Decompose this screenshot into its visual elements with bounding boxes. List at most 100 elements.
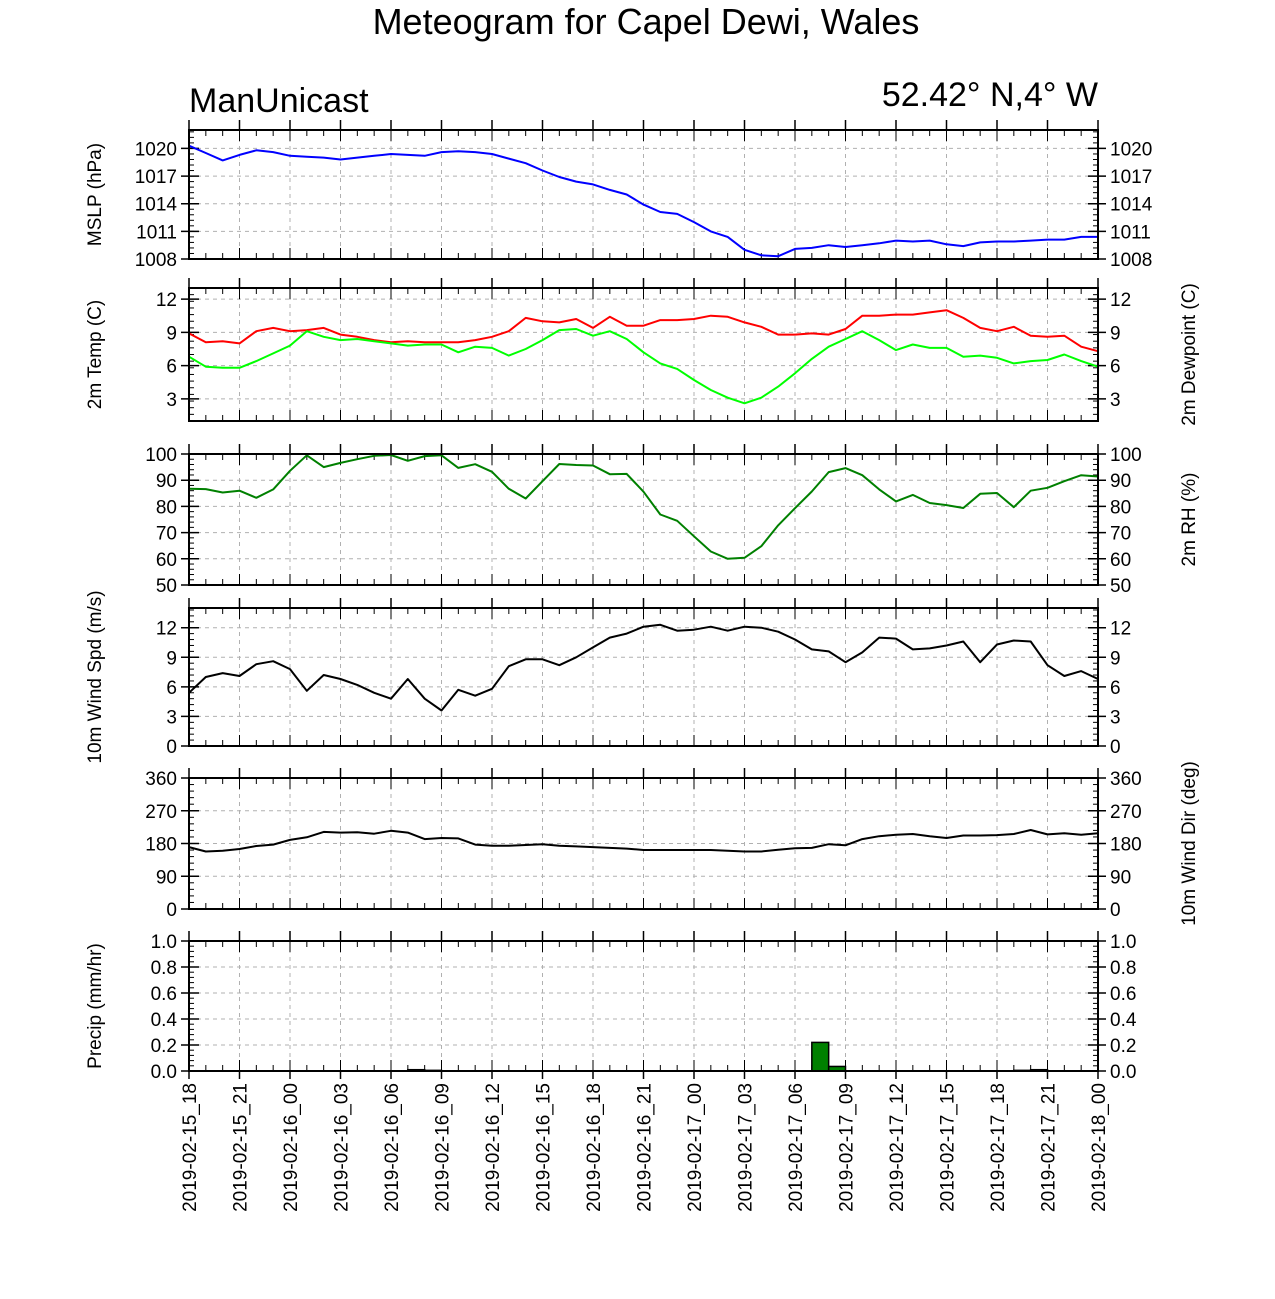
- y-tick-label: 0: [166, 900, 177, 921]
- y-tick-label-right: 9: [1110, 648, 1121, 669]
- panel-frame: [188, 129, 1099, 260]
- y-tick-label: 1014: [135, 195, 178, 216]
- y-tick-label-right: 12: [1110, 290, 1131, 311]
- panel-relative_humidity: 50 50 60 60 70 70 80 80 90 90 100 100 2m RH (%): [145, 444, 1200, 597]
- y-tick-label-right: 6: [1110, 357, 1121, 378]
- y-tick-label: 1020: [135, 139, 177, 160]
- y-tick-label: 12: [156, 619, 177, 640]
- y-tick-label: 6: [166, 678, 177, 699]
- y-tick-label-right: 80: [1110, 497, 1131, 518]
- y-tick-label: 9: [166, 648, 177, 669]
- y-tick-label: 1011: [136, 222, 177, 243]
- panel-wind_direction: 0 0 90 90 180 180 270 270 360 360 10m Wind Dir (de…: [145, 761, 1200, 926]
- y-tick-label: 0: [166, 737, 177, 758]
- x-tick-label: 2019-02-17_12: [887, 1083, 908, 1212]
- x-tick-label: 2019-02-15_21: [231, 1083, 252, 1212]
- y-tick-label: 360: [145, 769, 177, 790]
- y-tick-label-right: 1014: [1110, 195, 1153, 216]
- y-axis-title: 10m Wind Spd (m/s): [85, 590, 106, 763]
- panel-frame: [188, 287, 1099, 422]
- y-axis-title: Precip (mm/hr): [85, 943, 106, 1069]
- x-tick-label: 2019-02-17_03: [736, 1083, 757, 1212]
- y-tick-label-right: 50: [1110, 576, 1131, 597]
- model-label: ManUnicast: [189, 82, 369, 120]
- x-tick-label: 2019-02-16_18: [584, 1083, 605, 1212]
- y-tick-label: 90: [156, 471, 177, 492]
- y-tick-label-right: 0: [1110, 900, 1121, 921]
- series-line-temperature-0: [188, 309, 1099, 353]
- y-tick-label: 0.0: [151, 1062, 177, 1083]
- y-tick-label: 90: [156, 867, 177, 888]
- y-tick-label-right: 360: [1110, 769, 1142, 790]
- series-line-relative_humidity-0: [188, 454, 1099, 560]
- y-axis-title: 2m Temp (C): [85, 300, 106, 409]
- y-tick-label: 12: [156, 290, 177, 311]
- y-tick-label: 0.2: [151, 1036, 177, 1057]
- y-tick-label-right: 100: [1110, 445, 1142, 466]
- y-tick-label-right: 3: [1110, 390, 1121, 411]
- y-tick-label: 3: [166, 707, 177, 728]
- y-tick-label-right: 1.0: [1110, 932, 1136, 953]
- x-tick-label: 2019-02-16_00: [281, 1083, 302, 1212]
- y-tick-label-right: 1020: [1110, 139, 1152, 160]
- y-tick-label-right: 1011: [1110, 222, 1151, 243]
- y-tick-label-right: 9: [1110, 323, 1121, 344]
- y-tick-label: 60: [156, 550, 177, 571]
- y-tick-label-right: 3: [1110, 707, 1121, 728]
- x-tick-label: 2019-02-16_21: [635, 1083, 656, 1212]
- y-tick-label: 100: [145, 445, 177, 466]
- y-tick-label: 0.6: [151, 984, 177, 1005]
- y-tick-label-right: 90: [1110, 867, 1131, 888]
- y-tick-label-right: 90: [1110, 471, 1131, 492]
- x-tick-label: 2019-02-17_21: [1039, 1083, 1060, 1212]
- series-line-mslp-0: [188, 144, 1098, 258]
- y-tick-label-right: 0: [1110, 737, 1121, 758]
- y-tick-label: 270: [145, 802, 177, 823]
- y-tick-label-right: 0.0: [1110, 1062, 1136, 1083]
- y-tick-label-right: 0.6: [1110, 984, 1136, 1005]
- y-tick-label-right: 0.2: [1110, 1036, 1136, 1057]
- x-tick-label: 2019-02-18_00: [1089, 1083, 1110, 1212]
- y-tick-label-right: 270: [1110, 802, 1142, 823]
- panel-mslp: 1008 1008 1011 1011 1014 1014 1017 1017 1020 1020…: [85, 120, 1153, 271]
- x-tick-label: 2019-02-17_18: [988, 1083, 1009, 1212]
- panel-precipitation: 0.0 0.0 0.2 0.2 0.4 0.4 0.6 0.6 0.8 0.8 1.0 1.0 Prec…: [85, 931, 1137, 1083]
- series-line-temperature-1: [188, 328, 1099, 405]
- x-tick-label: 2019-02-17_15: [938, 1083, 959, 1212]
- y-tick-label: 9: [166, 323, 177, 344]
- y-tick-label-right: 180: [1110, 835, 1142, 856]
- y-tick-label-right: 12: [1110, 619, 1131, 640]
- y-tick-label: 80: [156, 497, 177, 518]
- y-axis-title-right: 10m Wind Dir (deg): [1179, 761, 1200, 926]
- series-line-wind_speed-0: [188, 623, 1099, 712]
- x-tick-label: 2019-02-16_09: [433, 1083, 454, 1212]
- y-tick-label: 0.8: [151, 958, 177, 979]
- panel-frame: [188, 940, 1099, 1072]
- y-tick-label: 1017: [135, 167, 177, 188]
- y-tick-label-right: 1008: [1110, 250, 1152, 271]
- panel-frame: [188, 607, 1099, 747]
- y-tick-label: 1.0: [151, 932, 177, 953]
- chart-title: Meteogram for Capel Dewi, Wales: [373, 1, 920, 42]
- y-tick-label-right: 60: [1110, 550, 1131, 571]
- y-tick-label: 180: [145, 835, 177, 856]
- x-tick-label: 2019-02-17_09: [837, 1083, 858, 1212]
- y-tick-label: 70: [156, 524, 177, 545]
- y-axis-title-right: 2m Dewpoint (C): [1179, 283, 1200, 426]
- panel-frame: [188, 777, 1099, 910]
- y-tick-label-right: 0.8: [1110, 958, 1136, 979]
- x-tick-label: 2019-02-16_15: [534, 1083, 555, 1212]
- y-tick-label-right: 6: [1110, 678, 1121, 699]
- y-tick-label: 0.4: [151, 1010, 178, 1031]
- x-tick-label: 2019-02-16_03: [332, 1083, 353, 1212]
- y-tick-label: 1008: [135, 250, 177, 271]
- y-tick-label-right: 70: [1110, 524, 1131, 545]
- x-axis: 2019-02-15_18 2019-02-15_21 2019-02-16_00 2…: [180, 1083, 1110, 1212]
- y-tick-label: 3: [166, 390, 177, 411]
- panel-temperature: 3 3 6 6 9 9 12 12 2m Temp (C) 2m Dewpoint (C): [85, 278, 1200, 426]
- y-axis-title: MSLP (hPa): [85, 143, 106, 246]
- y-axis-title-right: 2m RH (%): [1179, 473, 1200, 567]
- panel-wind_speed: 0 0 3 3 6 6 9 9 12 12 10m Wind Spd (m/s): [85, 590, 1131, 763]
- y-tick-label: 6: [166, 357, 177, 378]
